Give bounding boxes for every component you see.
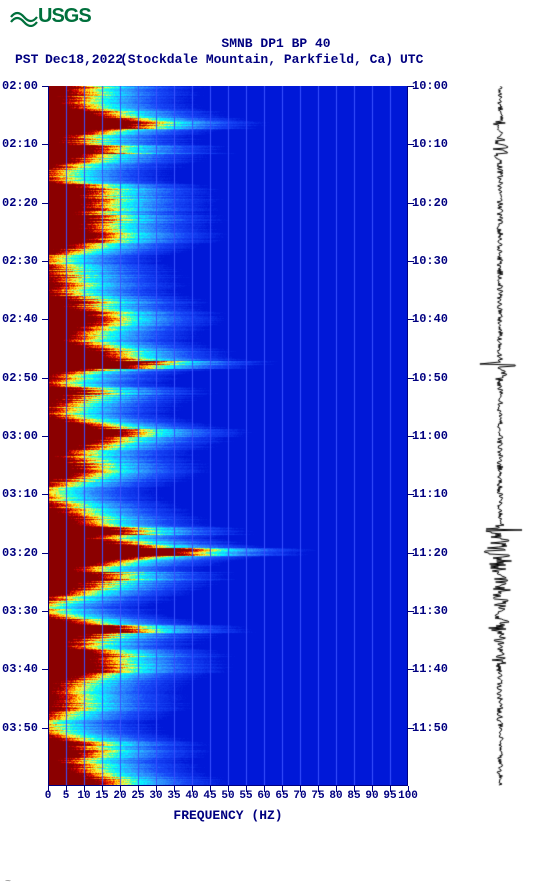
y-right-tick: 11:20 [412, 546, 448, 560]
x-tick: 65 [275, 790, 288, 802]
y-left-tick: 02:40 [2, 312, 38, 326]
usgs-logo: USGS [10, 5, 91, 28]
x-tick: 35 [167, 790, 180, 802]
y-left-tick: 03:20 [2, 546, 38, 560]
x-tick: 75 [311, 790, 324, 802]
y-left-tick: 03:10 [2, 487, 38, 501]
y-right-tick: 11:40 [412, 662, 448, 676]
footer-mark: ~ [5, 877, 11, 888]
y-left-tick: 03:30 [2, 604, 38, 618]
waveform-panel [460, 86, 540, 786]
site-label: (Stockdale Mountain, Parkfield, Ca) [120, 52, 393, 67]
y-right-tick: 11:30 [412, 604, 448, 618]
chart-title: SMNB DP1 BP 40 [0, 36, 552, 51]
y-right-tick: 10:40 [412, 312, 448, 326]
x-tick: 70 [293, 790, 306, 802]
utc-label: UTC [400, 52, 423, 67]
x-tick: 0 [45, 790, 52, 802]
x-tick: 45 [203, 790, 216, 802]
x-tick: 55 [239, 790, 252, 802]
y-axis-right-labels: 10:0010:1010:2010:3010:4010:5011:0011:10… [410, 86, 456, 786]
x-tick: 85 [347, 790, 360, 802]
date-label: Dec18,2022 [45, 52, 123, 67]
wave-icon [10, 7, 38, 27]
y-right-tick: 10:30 [412, 254, 448, 268]
x-tick: 100 [398, 790, 418, 802]
x-tick: 20 [113, 790, 126, 802]
x-tick: 50 [221, 790, 234, 802]
spectrogram-canvas [48, 86, 408, 786]
x-axis-labels: 0510152025303540455055606570758085909510… [48, 790, 408, 804]
spectrogram-plot [48, 86, 408, 786]
y-right-tick: 10:50 [412, 371, 448, 385]
x-tick: 5 [63, 790, 70, 802]
y-left-tick: 03:40 [2, 662, 38, 676]
y-right-tick: 10:20 [412, 196, 448, 210]
y-right-tick: 10:10 [412, 137, 448, 151]
x-tick: 40 [185, 790, 198, 802]
y-axis-left-labels: 02:0002:1002:2002:3002:4002:5003:0003:10… [0, 86, 46, 786]
y-left-tick: 02:00 [2, 79, 38, 93]
y-right-tick: 11:50 [412, 721, 448, 735]
y-left-tick: 03:50 [2, 721, 38, 735]
x-axis-title: FREQUENCY (HZ) [48, 808, 408, 823]
x-tick: 80 [329, 790, 342, 802]
y-left-tick: 02:30 [2, 254, 38, 268]
y-right-tick: 11:00 [412, 429, 448, 443]
y-left-tick: 02:20 [2, 196, 38, 210]
y-left-tick: 02:50 [2, 371, 38, 385]
pst-label: PST [15, 52, 38, 67]
x-tick: 90 [365, 790, 378, 802]
x-tick: 60 [257, 790, 270, 802]
x-tick: 30 [149, 790, 162, 802]
x-tick: 25 [131, 790, 144, 802]
y-left-tick: 03:00 [2, 429, 38, 443]
y-left-tick: 02:10 [2, 137, 38, 151]
x-tick: 95 [383, 790, 396, 802]
x-tick: 15 [95, 790, 108, 802]
x-tick: 10 [77, 790, 90, 802]
waveform-canvas [460, 86, 540, 786]
logo-text: USGS [38, 5, 91, 28]
y-axis-right-ticks [408, 86, 414, 786]
y-right-tick: 10:00 [412, 79, 448, 93]
y-right-tick: 11:10 [412, 487, 448, 501]
